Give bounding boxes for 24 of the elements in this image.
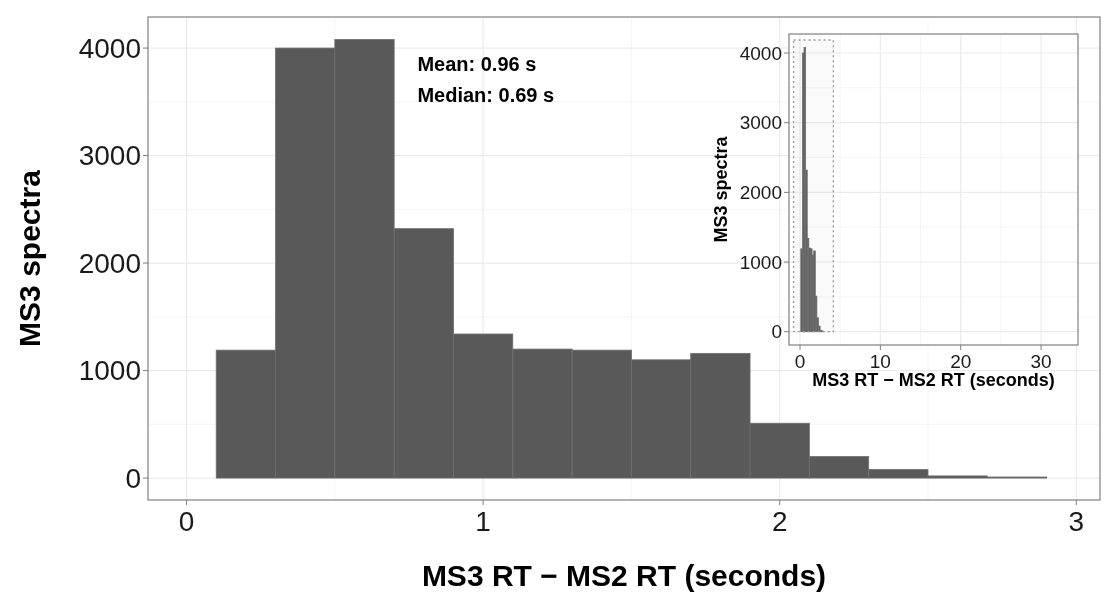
x-tick-label: 0 [178,505,195,537]
x-tick-label: 20 [950,351,972,373]
y-tick-label: 3000 [739,112,782,134]
y-tick-label: 1000 [78,355,141,387]
y-axis-title: MS3 spectra [13,169,46,347]
x-tick-label: 1 [475,505,491,537]
x-tick-label: 3 [1068,505,1085,537]
x-tick-label: 2 [771,505,788,537]
y-tick-label: 1000 [739,251,782,273]
x-tick-label: 10 [869,351,891,373]
y-axis-title: MS3 spectra [711,135,731,243]
y-tick-label: 4000 [739,42,782,64]
x-tick-label: 0 [794,351,806,373]
y-tick-label: 4000 [78,32,141,64]
x-tick-label: 30 [1030,351,1052,373]
x-axis-title: MS3 RT − MS2 RT (seconds) [421,559,827,592]
y-tick-label: 2000 [739,182,782,204]
y-tick-label: 0 [771,321,782,343]
y-tick-label: 3000 [78,140,141,172]
y-tick-label: 2000 [78,247,141,279]
annotation: Mean: 0.96 s [417,53,537,75]
x-axis-title: MS3 RT − MS2 RT (seconds) [812,370,1055,390]
y-tick-label: 0 [125,462,141,494]
annotation: Median: 0.69 s [417,84,555,106]
